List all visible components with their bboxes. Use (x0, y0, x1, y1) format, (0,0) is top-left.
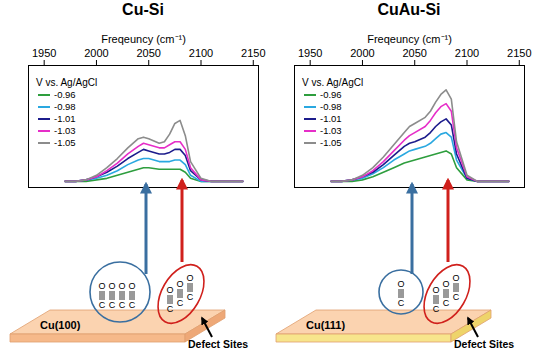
html-text:CuAu-Si: CuAu-Si (377, 1, 441, 18)
svg-text:-1.05: -1.05 (320, 137, 342, 148)
svg-text:-1.03: -1.03 (320, 125, 342, 136)
svg-text:C: C (187, 292, 194, 302)
svg-text:Cu(100): Cu(100) (40, 319, 81, 331)
svg-text:2050: 2050 (402, 47, 426, 59)
svg-text:O: O (432, 285, 439, 295)
svg-text:1950: 1950 (32, 47, 56, 59)
svg-text:-1.01: -1.01 (54, 113, 76, 124)
svg-text:C: C (129, 300, 136, 310)
svg-text:-1.03: -1.03 (54, 125, 76, 136)
svg-text:O: O (108, 281, 115, 291)
svg-text:O: O (186, 273, 193, 283)
svg-text:Cu(111): Cu(111) (306, 319, 345, 331)
svg-text:O: O (128, 281, 135, 291)
svg-text:2050: 2050 (136, 47, 160, 59)
svg-text:O: O (166, 285, 173, 295)
svg-text:Defect Sites: Defect Sites (454, 338, 514, 350)
svg-text:-1.01: -1.01 (320, 113, 342, 124)
svg-text:O: O (452, 273, 459, 283)
html-text:Cu-Si: Cu-Si (122, 1, 164, 18)
svg-text:C: C (99, 300, 106, 310)
svg-text:Defect Sites: Defect Sites (188, 338, 248, 350)
svg-text:Freqeuncy (cm⁻¹): Freqeuncy (cm⁻¹) (367, 33, 452, 45)
svg-text:C: C (119, 300, 126, 310)
svg-text:2000: 2000 (350, 47, 374, 59)
svg-text:-0.98: -0.98 (320, 101, 342, 112)
svg-text:O: O (118, 281, 125, 291)
svg-text:C: C (443, 298, 450, 308)
svg-text:-0.98: -0.98 (54, 101, 76, 112)
svg-text:C: C (177, 298, 184, 308)
svg-text:-0.96: -0.96 (54, 89, 76, 100)
svg-text:C: C (398, 298, 405, 308)
svg-text:2150: 2150 (241, 47, 265, 59)
svg-text:V vs. Ag/AgCl: V vs. Ag/AgCl (36, 77, 97, 88)
svg-text:-1.05: -1.05 (54, 137, 76, 148)
svg-text:C: C (167, 304, 174, 314)
svg-text:2100: 2100 (189, 47, 213, 59)
svg-text:2150: 2150 (507, 47, 531, 59)
svg-text:O: O (397, 279, 404, 289)
svg-text:2000: 2000 (84, 47, 108, 59)
svg-text:O: O (98, 281, 105, 291)
svg-text:V vs. Ag/AgCl: V vs. Ag/AgCl (302, 77, 363, 88)
svg-text:O: O (442, 279, 449, 289)
svg-text:C: C (433, 304, 440, 314)
svg-text:2100: 2100 (455, 47, 479, 59)
svg-text:Freqeuncy (cm⁻¹): Freqeuncy (cm⁻¹) (101, 33, 186, 45)
svg-text:C: C (109, 300, 116, 310)
svg-text:1950: 1950 (298, 47, 322, 59)
svg-text:C: C (453, 292, 460, 302)
svg-text:-0.96: -0.96 (320, 89, 342, 100)
svg-text:O: O (176, 279, 183, 289)
